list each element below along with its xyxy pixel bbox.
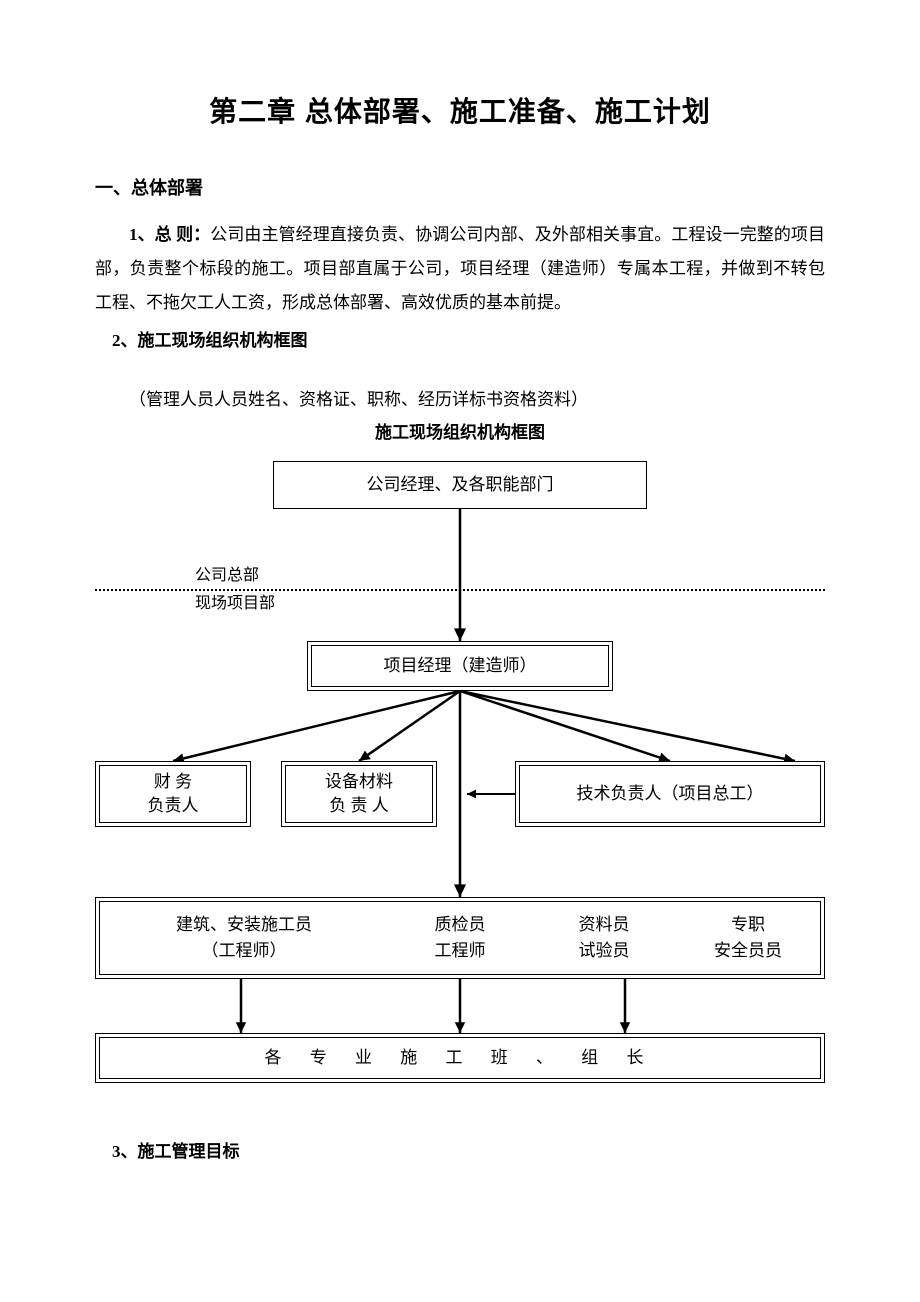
divider-dotted-line (95, 589, 825, 591)
org-chart-diagram: 公司总部现场项目部 公司经理、及各职能部门项目经理（建造师） 财 务负责人设备材料负… (95, 461, 825, 1091)
node-n_mat: 设备材料负 责 人 (281, 761, 437, 827)
diagram-title: 施工现场组织机构框图 (95, 418, 825, 443)
paragraph-item-1: 1、总 则：公司由主管经理直接负责、协调公司内部、及外部相关事宜。工程设一完整的… (95, 218, 825, 320)
divider-label-bottom: 现场项目部 (195, 593, 275, 615)
divider-label-top: 公司总部 (195, 565, 259, 587)
arrow-a2a (173, 691, 460, 763)
node-n_fin: 财 务负责人 (95, 761, 251, 827)
chapter-title: 第二章 总体部署、施工准备、施工计划 (95, 90, 825, 130)
node-n_top: 公司经理、及各职能部门 (273, 461, 647, 509)
node-n_bottom: 各 专 业 施 工 班 、 组 长 (95, 1033, 825, 1083)
page: 第二章 总体部署、施工准备、施工计划 一、总体部署 1、总 则：公司由主管经理直… (0, 0, 920, 1302)
row4-cell-2: 资料员试验员 (532, 902, 676, 974)
arrow-a4c (620, 979, 630, 1033)
arrow-a2b (359, 691, 460, 761)
arrow-a1 (454, 509, 466, 641)
arrow-a2d (460, 691, 670, 763)
node-n_row4bg: 建筑、安装施工员（工程师）质检员工程师资料员试验员专职安全员员 (95, 897, 825, 979)
arrow-a2e (460, 691, 795, 764)
arrow-a4a (236, 979, 246, 1033)
item3-heading: 3、施工管理目标 (95, 1137, 825, 1162)
item2-heading: 2、施工现场组织机构框图 (95, 326, 825, 351)
row4-cell-3: 专职安全员员 (676, 902, 820, 974)
arrow-a2c (454, 691, 466, 897)
note-text: （管理人员人员姓名、资格证、职称、经历详标书资格资料） (95, 385, 825, 410)
item1-lead: 1、总 则： (129, 225, 210, 244)
node-n_tech: 技术负责人（项目总工） (515, 761, 825, 827)
section-heading-1: 一、总体部署 (95, 174, 825, 200)
row4-cell-1: 质检员工程师 (388, 902, 532, 974)
arrow-a3 (467, 790, 515, 799)
row4-cell-0: 建筑、安装施工员（工程师） (100, 902, 388, 974)
node-n_pm: 项目经理（建造师） (307, 641, 613, 691)
arrow-a4b (455, 979, 465, 1033)
